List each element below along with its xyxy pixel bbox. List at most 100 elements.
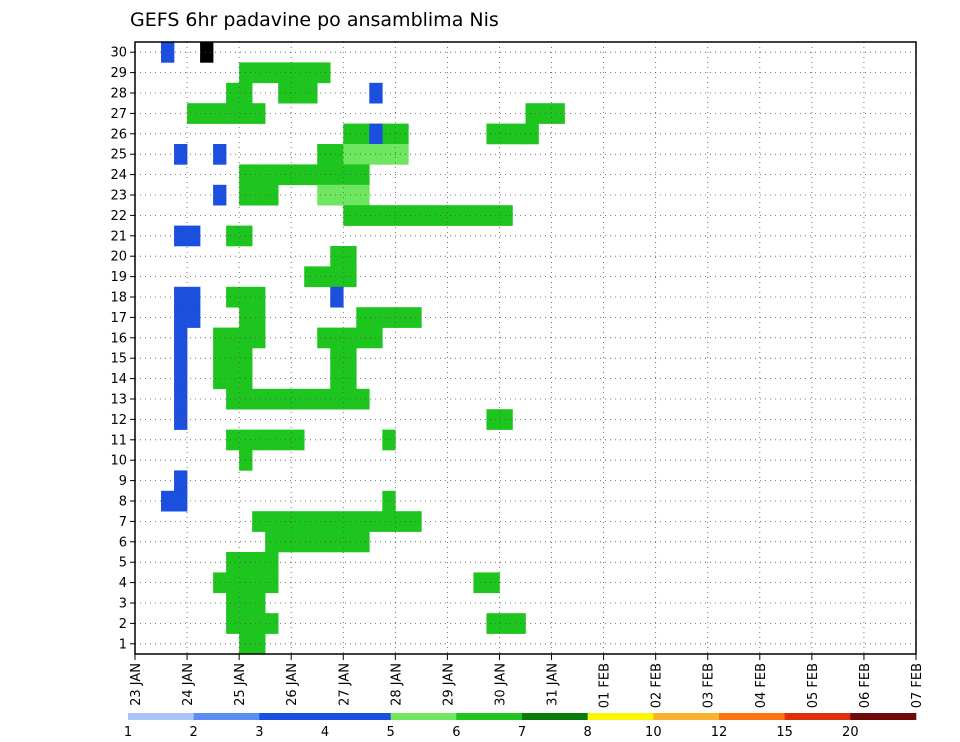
y-tick-label: 17 [110, 311, 127, 326]
heatmap-cell [382, 307, 396, 328]
heatmap-cell [343, 246, 357, 267]
heatmap-cell [343, 368, 357, 390]
heatmap-cell [252, 572, 266, 594]
y-tick-label: 23 [110, 189, 127, 204]
heatmap-cell [252, 327, 266, 349]
y-tick-label: 22 [110, 209, 127, 224]
heatmap-cell [265, 572, 279, 594]
heatmap-cell [252, 613, 266, 634]
y-tick-label: 19 [110, 270, 127, 285]
x-tick-label: 02 FEB [650, 663, 665, 708]
colorbar-swatch [456, 713, 523, 720]
heatmap-cell [278, 531, 292, 553]
heatmap-cell [382, 511, 396, 532]
heatmap-cell [252, 429, 266, 451]
heatmap-cell [356, 123, 370, 145]
heatmap-cell [200, 42, 214, 63]
x-tick-label: 25 JAN [233, 663, 248, 706]
y-tick-label: 9 [119, 474, 127, 489]
heatmap-cell [226, 572, 240, 594]
heatmap-cell [356, 184, 370, 206]
heatmap-cell [330, 246, 344, 267]
heatmap-cell [226, 225, 240, 247]
colorbar-swatch [850, 713, 917, 720]
colorbar-swatch [259, 713, 326, 720]
heatmap-cell [330, 266, 344, 288]
x-tick-label: 31 JAN [546, 663, 561, 706]
heatmap-cell [252, 552, 266, 573]
heatmap-cell [486, 409, 500, 430]
heatmap-cell [278, 164, 292, 186]
colorbar-label: 3 [255, 725, 263, 740]
heatmap-cell [330, 327, 344, 349]
heatmap-cell [395, 205, 409, 226]
heatmap-cell [278, 429, 292, 451]
colorbar: 1 2 3 4 5 6 7 8 10 12 15 20 [124, 713, 917, 740]
heatmap-cell [395, 307, 409, 328]
heatmap-cell [343, 123, 357, 145]
heatmap-cell [252, 592, 266, 614]
heatmap-cell [434, 205, 448, 226]
heatmap-cell [265, 552, 279, 573]
heatmap-cell [512, 123, 526, 145]
heatmap-cell [512, 613, 526, 634]
y-tick-label: 28 [110, 87, 127, 102]
heatmap-cell [265, 613, 279, 634]
x-tick-label: 01 FEB [598, 663, 613, 708]
heatmap-cell [252, 184, 266, 206]
heatmap-cell [226, 368, 240, 390]
heatmap-cell [213, 184, 227, 206]
heatmap-cell [187, 286, 201, 308]
y-tick-label: 8 [119, 495, 127, 510]
heatmap-cell [486, 205, 500, 226]
y-tick-label: 25 [110, 148, 127, 163]
x-tick-label: 24 JAN [181, 663, 196, 706]
heatmap-cell [291, 511, 305, 532]
heatmap-cell [226, 613, 240, 634]
heatmap-cell [226, 286, 240, 308]
heatmap-cell [213, 327, 227, 349]
x-tick-label: 26 JAN [285, 663, 300, 706]
colorbar-label: 2 [190, 725, 198, 740]
y-tick-label: 1 [119, 637, 127, 652]
heatmap-cell [382, 205, 396, 226]
heatmap-cell [252, 307, 266, 328]
colorbar-label: 5 [387, 725, 395, 740]
heatmap-cell [356, 307, 370, 328]
heatmap-cell [330, 184, 344, 206]
y-tick-label: 4 [119, 576, 127, 591]
heatmap-cell [226, 82, 240, 104]
colorbar-swatch [325, 713, 391, 720]
heatmap-cell [252, 103, 266, 124]
heatmap-cell [161, 42, 175, 63]
heatmap-cell [317, 164, 331, 186]
heatmap-cell [356, 388, 370, 410]
heatmap-cell [278, 388, 292, 410]
heatmap-cell [356, 531, 370, 553]
heatmap-cell [265, 429, 279, 451]
heatmap-cell [343, 388, 357, 410]
x-tick-label: 07 FEB [910, 663, 925, 708]
heatmap-cell [278, 82, 292, 104]
heatmap-cell [486, 572, 500, 594]
y-tick-label: 14 [110, 372, 127, 387]
colorbar-swatch [128, 713, 194, 720]
x-axis: 23 JAN 24 JAN 25 JAN 26 JAN 27 JAN 28 JAN 29 J… [129, 654, 925, 708]
heatmap-cell [291, 62, 305, 84]
heatmap-cell [317, 531, 331, 553]
y-tick-label: 13 [110, 393, 127, 408]
y-tick-label: 27 [110, 107, 127, 122]
heatmap-cell [551, 103, 565, 124]
heatmap-cell [252, 511, 266, 532]
heatmap-cell [213, 103, 227, 124]
heatmap-cell [499, 409, 513, 430]
y-tick-label: 5 [119, 556, 127, 571]
heatmap-cell [252, 633, 266, 655]
y-tick-label: 26 [110, 127, 127, 142]
heatmap-cell [226, 429, 240, 451]
heatmap-cell [356, 205, 370, 226]
y-tick-label: 30 [110, 46, 127, 61]
heatmap-cell [265, 62, 279, 84]
heatmap-cell [343, 327, 357, 349]
